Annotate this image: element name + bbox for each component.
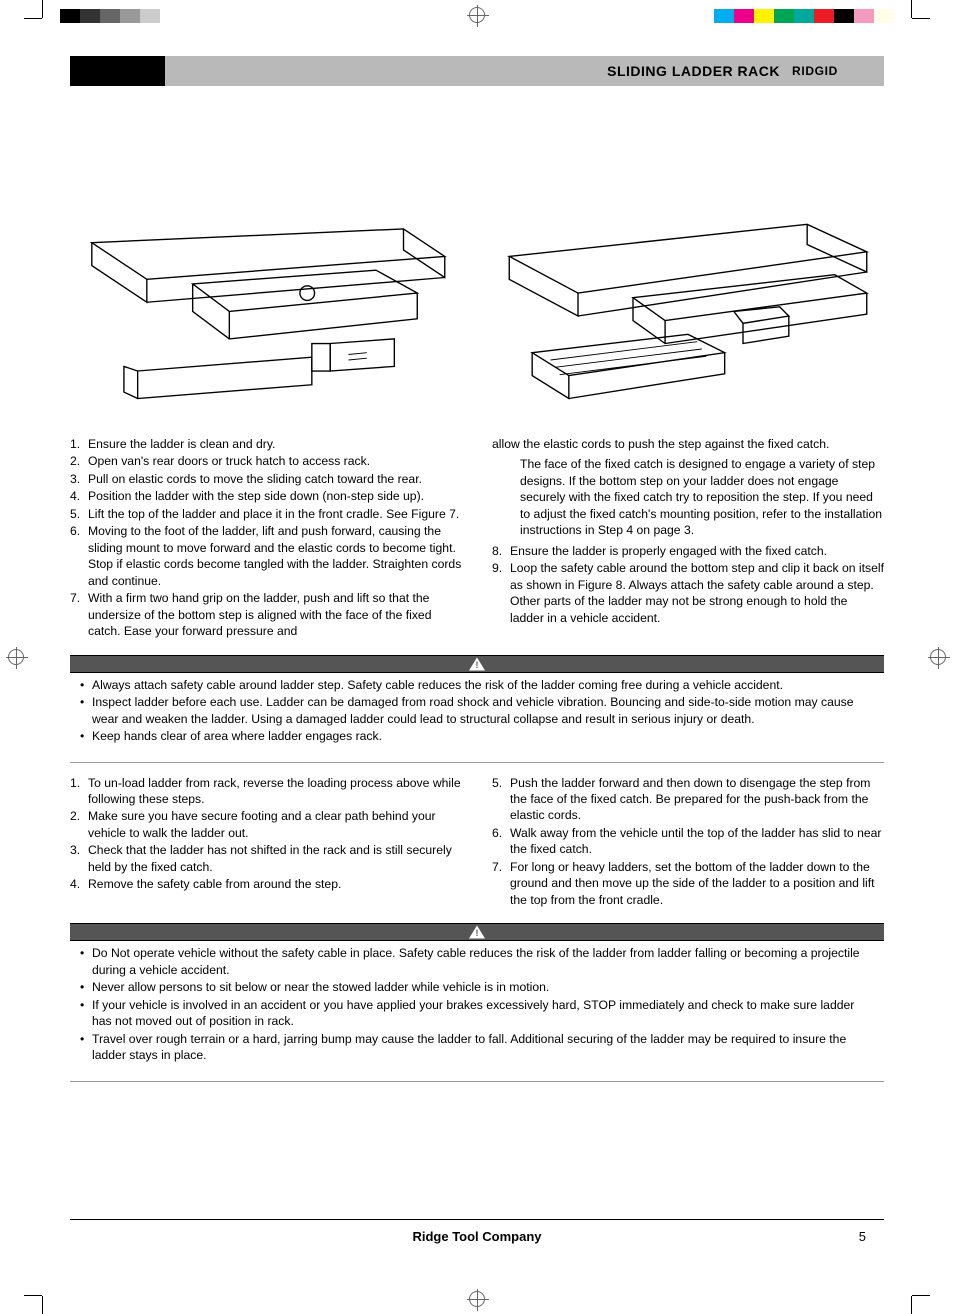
step-item: 4.Position the ladder with the step side… xyxy=(70,488,462,504)
warning-bullet: Always attach safety cable around ladder… xyxy=(78,677,876,693)
step-item: 4.Remove the safety cable from around th… xyxy=(70,876,462,892)
unload-right: 5.Push the ladder forward and then down … xyxy=(492,775,884,909)
step-item: 3.Check that the ladder has not shifted … xyxy=(70,842,462,875)
rule xyxy=(70,762,884,763)
step-item: 9.Loop the safety cable around the botto… xyxy=(492,560,884,626)
footer-company: Ridge Tool Company xyxy=(70,1229,884,1244)
step-item: 6.Moving to the foot of the ladder, lift… xyxy=(70,523,462,589)
registration-mark-icon xyxy=(469,7,485,23)
steps-right: 8.Ensure the ladder is properly engaged … xyxy=(492,543,884,626)
warning-bullet: Never allow persons to sit below or near… xyxy=(78,979,876,995)
warning-bullet: Inspect ladder before each use. Ladder c… xyxy=(78,694,876,727)
content-area: SLIDING LADDER RACK RIDGID xyxy=(70,56,884,1274)
step-item: 3.Pull on elastic cords to move the slid… xyxy=(70,471,462,487)
step-item: 8.Ensure the ladder is properly engaged … xyxy=(492,543,884,559)
step-item: 1.Ensure the ladder is clean and dry. xyxy=(70,436,462,452)
page: SLIDING LADDER RACK RIDGID xyxy=(0,0,954,1314)
warning-icon: ! xyxy=(476,928,479,938)
brand-logo-text: RIDGID xyxy=(792,64,838,78)
registration-mark-icon xyxy=(930,649,946,665)
color-bar xyxy=(714,9,894,23)
steps-left: 1.Ensure the ladder is clean and dry.2.O… xyxy=(70,436,462,640)
grayscale-bar xyxy=(60,9,160,23)
page-number: 5 xyxy=(859,1229,866,1244)
warning-bullet: Keep hands clear of area where ladder en… xyxy=(78,728,876,744)
step-item: 5.Push the ladder forward and then down … xyxy=(492,775,884,824)
registration-mark-icon xyxy=(8,649,24,665)
warning-bar-1: ! xyxy=(70,655,884,673)
header-grey: SLIDING LADDER RACK RIDGID xyxy=(165,56,884,86)
header-title: SLIDING LADDER RACK xyxy=(607,63,780,79)
header-bar: SLIDING LADDER RACK RIDGID xyxy=(70,56,884,86)
step-item: 2.Open van's rear doors or truck hatch t… xyxy=(70,453,462,469)
warning-icon: ! xyxy=(476,660,479,670)
warning-bullet: If your vehicle is involved in an accide… xyxy=(78,997,876,1030)
warning-bullet: Travel over rough terrain or a hard, jar… xyxy=(78,1031,876,1064)
step-item: 7.For long or heavy ladders, set the bot… xyxy=(492,859,884,908)
step-item: 1.To un-load ladder from rack, reverse t… xyxy=(70,775,462,808)
footer-rule xyxy=(70,1219,884,1220)
header-accent xyxy=(70,56,165,86)
warning-bullet: Do Not operate vehicle without the safet… xyxy=(78,945,876,978)
unload-left: 1.To un-load ladder from rack, reverse t… xyxy=(70,775,462,893)
brand-logo: RIDGID xyxy=(792,61,872,81)
figure-8 xyxy=(492,206,884,426)
step-item: 7.With a firm two hand grip on the ladde… xyxy=(70,590,462,639)
unloading-steps: 1.To un-load ladder from rack, reverse t… xyxy=(70,775,884,910)
step-item: 2.Make sure you have secure footing and … xyxy=(70,808,462,841)
step-item: 5.Lift the top of the ladder and place i… xyxy=(70,506,462,522)
figures-row xyxy=(70,206,884,426)
crop-marks-bottom xyxy=(0,1284,954,1314)
fixed-catch-note: The face of the fixed catch is designed … xyxy=(492,456,884,538)
warning-bar-2: ! xyxy=(70,923,884,941)
figure-7 xyxy=(70,206,462,426)
warning-1-list: Always attach safety cable around ladder… xyxy=(70,673,884,754)
warning-2-list: Do Not operate vehicle without the safet… xyxy=(70,941,884,1072)
loading-steps: 1.Ensure the ladder is clean and dry.2.O… xyxy=(70,436,884,641)
rule xyxy=(70,1081,884,1082)
step-item: 6.Walk away from the vehicle until the t… xyxy=(492,825,884,858)
step7-continuation: allow the elastic cords to push the step… xyxy=(492,436,884,452)
